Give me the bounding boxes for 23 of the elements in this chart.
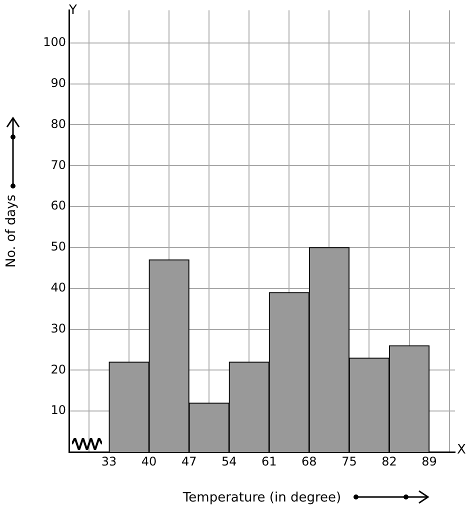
annotation: Y: [68, 3, 77, 18]
y-tick-label: 60: [50, 198, 66, 213]
x-tick-label: 40: [141, 454, 157, 468]
x-tick-label: 68: [302, 454, 317, 468]
y-tick-label: 10: [50, 403, 66, 418]
y-tick-label: 90: [50, 76, 66, 90]
text: X: [457, 442, 466, 458]
y-tick-label: 100: [43, 35, 66, 50]
y-tick-label: 50: [50, 240, 66, 254]
y-tick-label: 70: [50, 158, 66, 172]
x-axis-title: Temperature (in degree): [182, 490, 342, 506]
y-tick-label: 80: [50, 116, 66, 131]
y-tick-label: 30: [50, 321, 66, 336]
y-tick-label: 40: [50, 280, 66, 294]
x-tick-label: 89: [422, 454, 437, 468]
x-tick-label: 61: [262, 454, 277, 468]
y-axis-title: No. of days: [4, 194, 20, 268]
x-tick-label: 54: [221, 454, 237, 468]
x-tick-label: 75: [342, 454, 357, 468]
y-tick-label: 20: [50, 362, 66, 376]
x-tick-label: 82: [382, 454, 397, 468]
x-tick-label: 33: [101, 454, 117, 468]
x-tick-label: 47: [181, 454, 197, 468]
